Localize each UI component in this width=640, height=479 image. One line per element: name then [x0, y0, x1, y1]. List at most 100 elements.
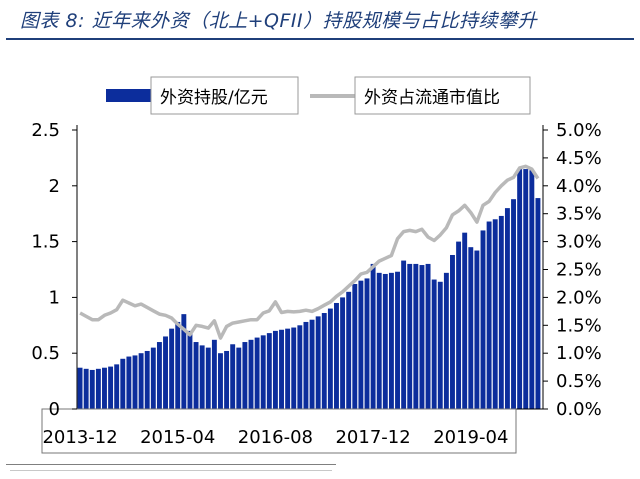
x-tick-label: 2015-04 — [140, 427, 215, 448]
y-right-tick-label: 0.0% — [556, 399, 602, 420]
bar — [340, 297, 346, 409]
bar — [468, 247, 474, 409]
bar — [419, 265, 425, 409]
legend-bar-swatch — [106, 89, 154, 102]
bar — [224, 350, 230, 409]
bar — [498, 215, 504, 409]
bar — [89, 369, 95, 409]
bar — [413, 263, 419, 409]
bar — [370, 263, 376, 409]
figure-header: 图表 8: 近年来外资（北上+QFII）持股规模与占比持续攀升 — [6, 0, 634, 40]
bar — [108, 366, 114, 409]
bar — [230, 344, 236, 409]
y-left-tick-label: 0 — [49, 399, 60, 420]
y-right-tick-label: 3.0% — [556, 232, 602, 253]
bar — [138, 353, 144, 409]
y-right-tick-label: 4.0% — [556, 176, 602, 197]
axes — [41, 125, 548, 454]
y-right-tick-label: 1.5% — [556, 315, 602, 336]
bar — [431, 279, 437, 409]
bar — [95, 368, 101, 409]
bar — [480, 230, 486, 409]
bar — [321, 313, 327, 409]
bar — [395, 271, 400, 409]
x-tick-label: 2016-08 — [238, 427, 313, 448]
y-left-tick-label: 1 — [49, 287, 60, 308]
bar — [205, 347, 211, 409]
bar — [272, 330, 278, 409]
bar — [352, 284, 358, 409]
y-right-tick-label: 5.0% — [556, 120, 602, 141]
bar — [303, 321, 309, 409]
bar — [535, 198, 541, 409]
bar — [102, 367, 107, 409]
y-right-tick-label: 4.5% — [556, 148, 602, 169]
bar — [242, 342, 248, 409]
y-right-tick-label: 0.5% — [556, 371, 602, 392]
bar — [437, 281, 443, 409]
bar — [199, 345, 205, 409]
bar — [462, 232, 468, 409]
figure-title: 图表 8: 近年来外资（北上+QFII）持股规模与占比持续攀升 — [20, 10, 538, 32]
bar — [407, 263, 413, 409]
legend-line-box — [354, 76, 531, 115]
x-tick-label: 2017-12 — [335, 427, 410, 448]
y-right-tick-label: 1.0% — [556, 343, 602, 364]
bar — [523, 169, 529, 409]
footer-divider-secondary — [10, 470, 332, 471]
bar — [114, 364, 120, 409]
bar — [175, 321, 181, 409]
bar — [334, 302, 339, 409]
y-left-tick-label: 0.5 — [31, 343, 60, 364]
bar — [260, 335, 266, 409]
bar — [211, 339, 217, 409]
tick-labels: 0 0.5 1 1.5 2 2.5 0.0% 0.5% 1.0% 1.5% 2.0% 2.5% 3.0%… — [31, 120, 601, 448]
y-left-tick-label: 1.5 — [31, 232, 60, 253]
bar — [279, 329, 284, 409]
bar — [291, 327, 297, 409]
bar — [126, 356, 132, 409]
bar — [517, 169, 523, 409]
bar — [425, 263, 431, 409]
y-right-tick-label: 3.5% — [556, 204, 602, 225]
bar — [443, 272, 449, 409]
legend-bar-label: 外资持股/亿元 — [160, 88, 268, 108]
bar — [529, 170, 535, 409]
bar — [376, 272, 382, 409]
bar — [346, 291, 352, 409]
bar — [218, 353, 223, 409]
bar — [132, 355, 138, 409]
bar — [150, 347, 156, 409]
x-tick-label: 2019-04 — [433, 427, 508, 448]
bar — [285, 328, 291, 409]
bar — [193, 342, 199, 409]
bar — [456, 241, 462, 409]
bar — [492, 219, 498, 409]
bar-series — [77, 169, 541, 409]
bar — [156, 342, 162, 409]
y-left-tick-label: 2 — [49, 176, 60, 197]
bar — [358, 280, 364, 409]
bar — [486, 221, 492, 409]
bar — [120, 358, 126, 409]
x-tick-label: 2013-12 — [42, 427, 117, 448]
legend-bar-box — [150, 76, 299, 115]
bar — [187, 330, 193, 409]
bar — [315, 316, 321, 409]
bar — [254, 337, 260, 409]
bar — [236, 347, 242, 409]
bar — [382, 273, 388, 409]
footer-divider — [6, 464, 336, 465]
bar — [297, 325, 303, 409]
bar — [77, 367, 83, 409]
bar — [511, 199, 516, 409]
bar — [169, 328, 175, 409]
bar — [401, 260, 407, 409]
chart-legend: 外资持股/亿元 外资占流通市值比 — [106, 76, 531, 115]
bar — [309, 319, 315, 409]
bar — [83, 368, 89, 409]
x-axis-frame — [41, 408, 517, 454]
y-right-tick-label: 2.0% — [556, 287, 602, 308]
bar — [450, 254, 455, 409]
